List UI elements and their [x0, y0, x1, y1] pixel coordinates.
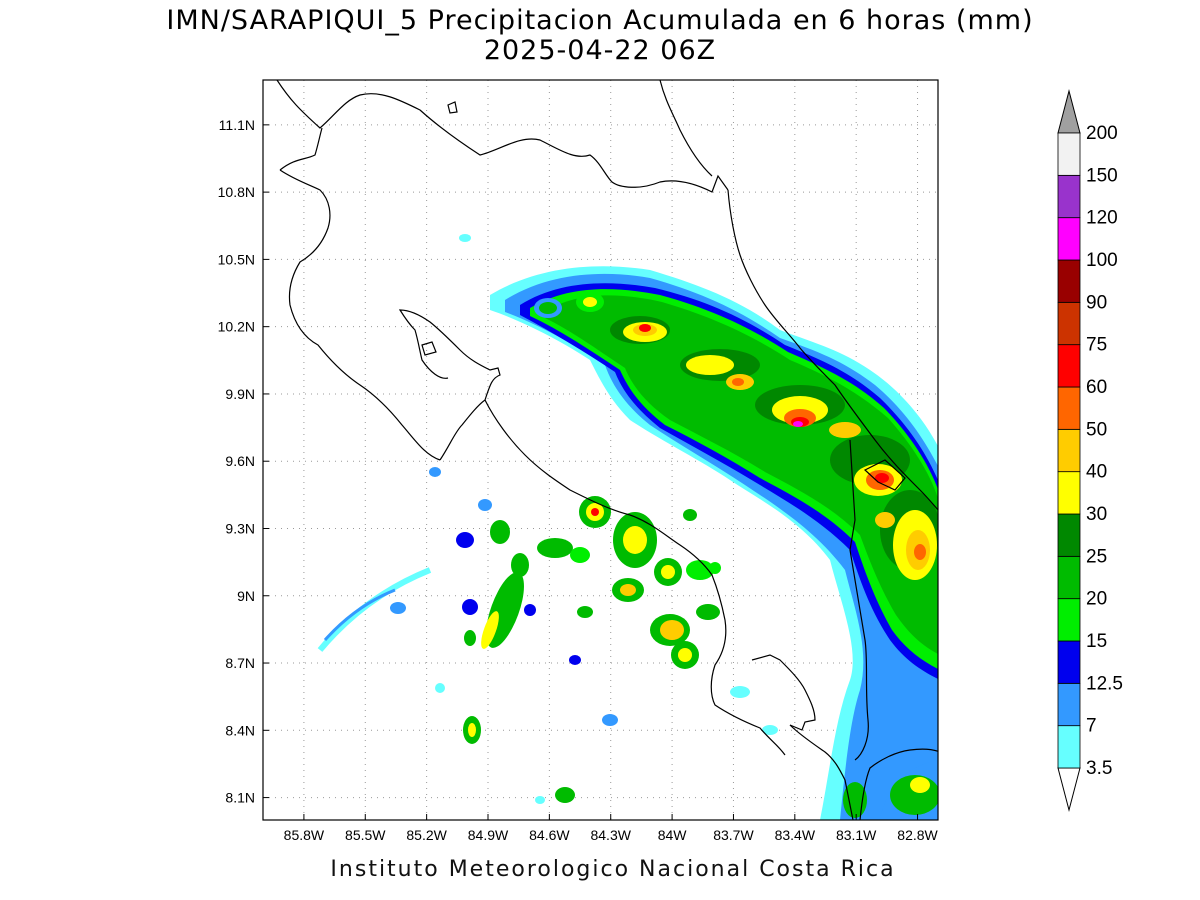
- lon-tick-label: 83.1W: [836, 827, 877, 843]
- lat-tick-label: 11.1N: [219, 117, 255, 133]
- lon-tick-label: 84.6W: [529, 827, 570, 843]
- lon-tick-label: 85.2W: [406, 827, 447, 843]
- colorbar-swatch: [1057, 513, 1081, 557]
- lat-tick-label: 8.7N: [225, 655, 255, 671]
- colorbar-swatch: [1057, 301, 1081, 346]
- colorbar-swatch: [1057, 132, 1081, 176]
- lon-tick-label: 82.8W: [897, 827, 938, 843]
- lon-tick-label: 85.8W: [284, 827, 325, 843]
- colorbar-label: 7: [1086, 716, 1097, 737]
- coastlines-and-borders: [276, 80, 938, 820]
- colorbar-label: 200: [1086, 123, 1118, 144]
- lat-tick-label: 9N: [237, 588, 255, 604]
- colorbar-swatch: [1057, 259, 1081, 303]
- lat-tick-label: 10.2N: [218, 319, 255, 335]
- colorbar-label: 20: [1086, 589, 1107, 610]
- lon-tick-label: 84.9W: [468, 827, 509, 843]
- colorbar-label: 12.5: [1086, 673, 1123, 694]
- lon-tick-label: 84W: [658, 827, 688, 843]
- lat-tick-label: 8.4N: [225, 722, 255, 738]
- latitude-tick-labels: 11.1N 10.8N 10.5N 10.2N 9.9N 9.6N 9.3N 9N 8.7N 8.…: [218, 117, 269, 806]
- lat-tick-label: 9.6N: [225, 453, 255, 469]
- lon-tick-label: 83.7W: [713, 827, 754, 843]
- colorbar-swatch: [1057, 640, 1081, 684]
- lat-tick-label: 10.8N: [218, 184, 255, 200]
- colorbar-lower-arrow: [1057, 767, 1081, 812]
- longitude-tick-labels: 85.8W 85.5W 85.2W 84.9W 84.6W 84.3W 84W 83.7W 83…: [284, 814, 939, 843]
- lon-tick-label: 85.5W: [345, 827, 386, 843]
- colorbar-label: 90: [1086, 292, 1107, 313]
- colorbar-label: 120: [1086, 208, 1118, 229]
- colorbar-label: 150: [1086, 165, 1118, 186]
- lon-tick-label: 84.3W: [590, 827, 631, 843]
- lat-tick-label: 8.1N: [225, 790, 255, 806]
- colorbar-legend: 3.5 7 12.5 15 20 25 30 40 50 60 75 90 100 120 150 200: [1057, 89, 1123, 812]
- map-frame: [262, 79, 939, 821]
- colorbar-swatch: [1057, 386, 1081, 430]
- lat-tick-label: 9.3N: [225, 520, 255, 536]
- colorbar-swatch: [1057, 725, 1081, 769]
- colorbar-label: 50: [1086, 419, 1107, 440]
- lat-tick-label: 10.5N: [218, 251, 255, 267]
- colorbar-label: 100: [1086, 250, 1118, 271]
- colorbar-label: 40: [1086, 462, 1107, 483]
- colorbar-swatch: [1057, 682, 1081, 727]
- colorbar-swatch: [1057, 344, 1081, 388]
- colorbar-swatch: [1057, 217, 1081, 261]
- colorbar-label: 30: [1086, 504, 1107, 525]
- colorbar-upper-arrow: [1057, 89, 1081, 134]
- colorbar-label: 3.5: [1086, 758, 1112, 779]
- lat-tick-label: 9.9N: [225, 386, 255, 402]
- precipitation-field: [317, 234, 938, 820]
- colorbar-label: 60: [1086, 377, 1107, 398]
- colorbar-label: 15: [1086, 631, 1107, 652]
- lon-tick-label: 83.4W: [775, 827, 816, 843]
- colorbar-swatch: [1057, 598, 1081, 642]
- colorbar-label: 75: [1086, 335, 1107, 356]
- colorbar-swatch: [1057, 428, 1081, 473]
- map-title: IMN/SARAPIQUI_5 Precipitacion Acumulada …: [166, 5, 1034, 36]
- colorbar-swatch: [1057, 471, 1081, 515]
- colorbar-label: 25: [1086, 546, 1107, 567]
- footer-credit: Instituto Meteorologico Nacional Costa R…: [330, 857, 896, 882]
- map-subtitle-datetime: 2025-04-22 06Z: [483, 35, 717, 66]
- colorbar-swatch: [1057, 174, 1081, 219]
- colorbar-swatch: [1057, 555, 1081, 600]
